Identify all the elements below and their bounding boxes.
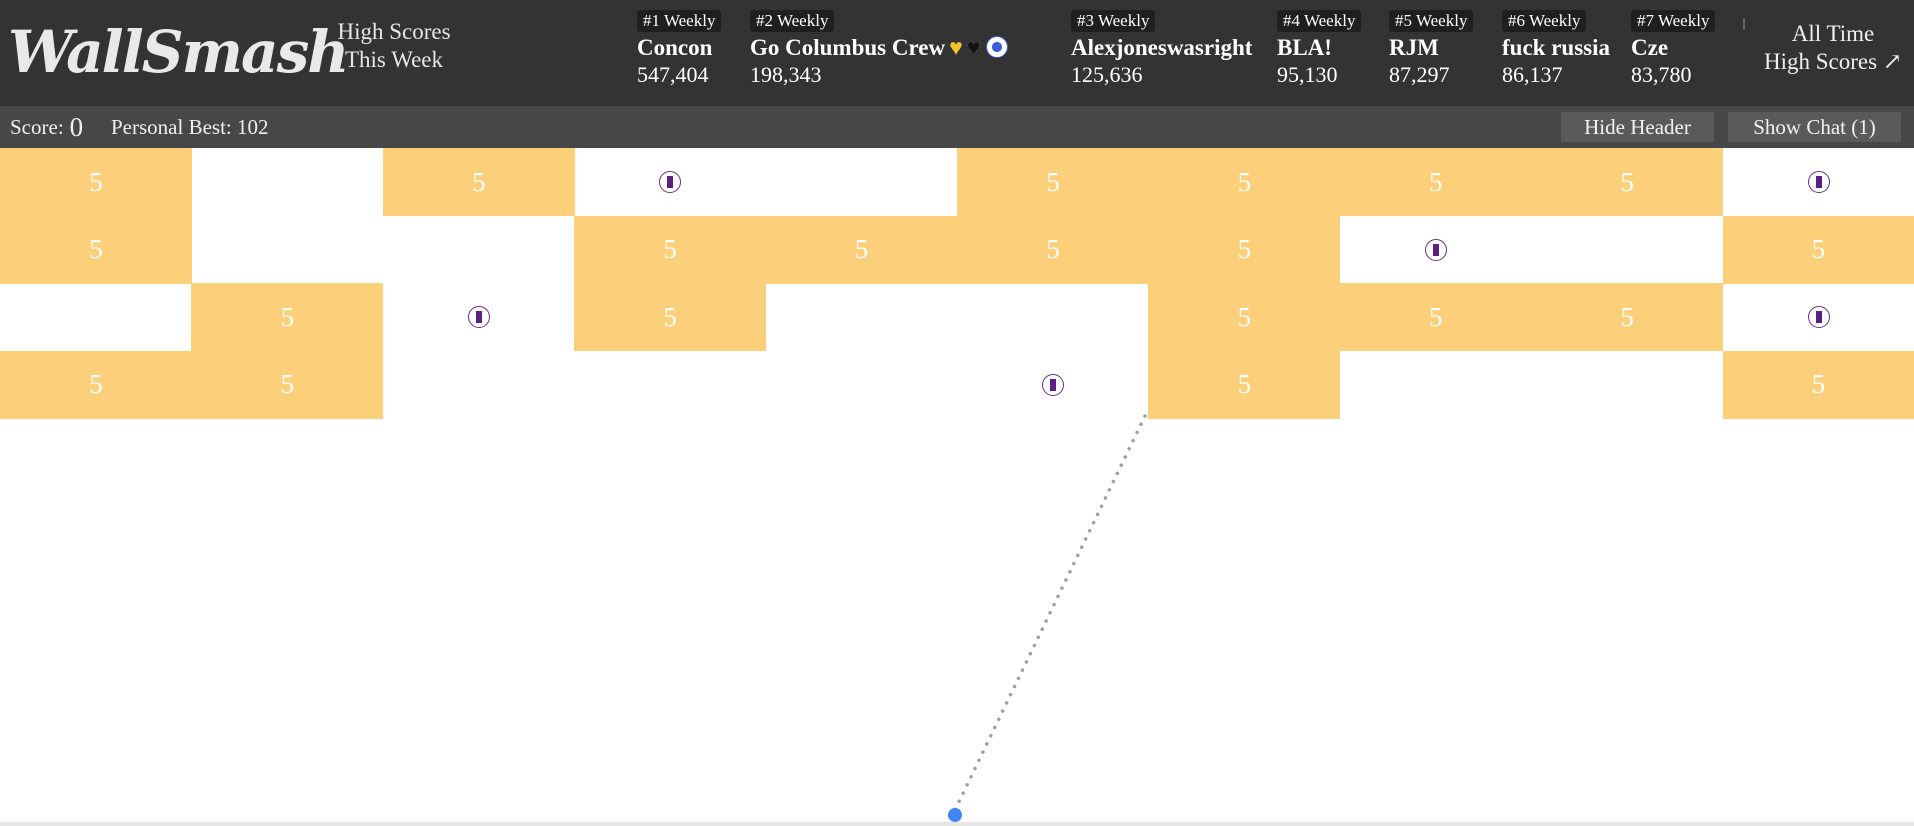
- show-chat-button[interactable]: Show Chat (1): [1728, 112, 1901, 142]
- powerup-icon: [1424, 238, 1447, 261]
- player-score: 95,130: [1277, 62, 1338, 87]
- all-time-high-scores-link[interactable]: All Time High Scores ↗: [1752, 20, 1914, 76]
- powerup-icon: [659, 171, 682, 193]
- player-name-row: Go Columbus Crew ♥ ♥: [750, 34, 1009, 62]
- player-score: 198,343: [750, 62, 822, 87]
- rank-badge: #4 Weekly: [1277, 10, 1362, 32]
- rank-badge: #2 Weekly: [750, 10, 835, 32]
- yellow-heart-icon: ♥: [949, 35, 963, 60]
- brick[interactable]: 5: [382, 148, 575, 216]
- weekly-entry-4[interactable]: #4 Weekly BLA! 95,130: [1277, 10, 1362, 88]
- current-score: Score: 0: [10, 112, 84, 142]
- weekly-entry-7[interactable]: #7 Weekly Cze 83,780: [1631, 10, 1716, 88]
- weekly-entry-3[interactable]: #3 Weekly Alexjoneswasright 125,636: [1071, 10, 1252, 88]
- player-name: BLA!: [1277, 35, 1332, 60]
- brick[interactable]: 5: [191, 283, 384, 351]
- powerup-cell: [1723, 148, 1914, 216]
- weekly-title-line2: This Week: [344, 47, 443, 72]
- rank-badge: #3 Weekly: [1071, 10, 1156, 32]
- top-header: WallSmash High Scores This Week #1 Weekl…: [0, 0, 1914, 106]
- powerup-cell: [1340, 216, 1532, 284]
- player-score: 547,404: [637, 62, 709, 87]
- brick[interactable]: 5: [1339, 148, 1532, 216]
- weekly-entry-6[interactable]: #6 Weekly fuck russia 86,137: [1502, 10, 1610, 88]
- player-score: 83,780: [1631, 62, 1692, 87]
- rank-badge: #5 Weekly: [1389, 10, 1474, 32]
- brick[interactable]: 5: [0, 350, 192, 419]
- header-divider: [1743, 18, 1745, 30]
- player-name: Cze: [1631, 35, 1669, 60]
- brick[interactable]: 5: [1722, 350, 1914, 419]
- player-name: RJM: [1389, 35, 1439, 60]
- brick[interactable]: 5: [1148, 148, 1341, 216]
- weekly-entry-5[interactable]: #5 Weekly RJM 87,297: [1389, 10, 1474, 88]
- powerup-icon: [1041, 373, 1064, 396]
- weekly-entry-1[interactable]: #1 Weekly Concon 547,404: [637, 10, 722, 88]
- black-heart-icon: ♥: [966, 35, 981, 60]
- wallsmash-logo[interactable]: WallSmash: [8, 18, 349, 86]
- brick[interactable]: 5: [574, 283, 767, 351]
- soccer-ball-icon: [986, 36, 1009, 58]
- player-score: 125,636: [1071, 62, 1143, 87]
- weekly-title-line1: High Scores: [337, 19, 451, 44]
- rank-badge: #1 Weekly: [637, 10, 722, 32]
- powerup-icon: [1807, 306, 1830, 328]
- player-score: 87,297: [1389, 62, 1450, 87]
- score-bar: Score: 0 Personal Best: 102 Hide Header S…: [0, 106, 1914, 148]
- score-label: Score:: [10, 115, 64, 139]
- powerup-cell: [957, 351, 1149, 419]
- aim-layer: [948, 414, 1147, 822]
- ball: [948, 808, 962, 822]
- powerup-icon: [1807, 171, 1830, 193]
- brick[interactable]: 5: [1339, 283, 1532, 351]
- brick[interactable]: 5: [1148, 350, 1341, 419]
- player-name: fuck russia: [1502, 35, 1610, 60]
- score-value: 0: [69, 112, 84, 142]
- player-name: Concon: [637, 35, 713, 60]
- brick[interactable]: 5: [1148, 283, 1341, 351]
- brick[interactable]: 5: [1531, 283, 1724, 351]
- brick[interactable]: 5: [0, 215, 192, 284]
- rank-badge: #6 Weekly: [1502, 10, 1587, 32]
- personal-best: Personal Best: 102: [111, 115, 269, 139]
- powerup-cell: [574, 148, 766, 216]
- powerup-icon: [467, 306, 490, 328]
- weekly-entry-2[interactable]: #2 Weekly Go Columbus Crew ♥ ♥ 198,343: [750, 10, 1009, 88]
- powerup-cell: [383, 283, 575, 351]
- powerup-cell: [1723, 283, 1914, 351]
- rank-badge: #7 Weekly: [1631, 10, 1716, 32]
- weekly-high-scores-title[interactable]: High Scores This Week: [304, 18, 484, 74]
- brick[interactable]: 5: [574, 215, 767, 284]
- player-name: Go Columbus Crew: [750, 35, 946, 60]
- brick[interactable]: 5: [957, 215, 1149, 284]
- floor-line: [0, 822, 1914, 826]
- player-score: 86,137: [1502, 62, 1563, 87]
- brick[interactable]: 5: [1722, 215, 1914, 284]
- brick[interactable]: 5: [957, 148, 1149, 216]
- brick[interactable]: 5: [1531, 148, 1724, 216]
- hide-header-button[interactable]: Hide Header: [1561, 112, 1714, 142]
- brick[interactable]: 5: [1148, 215, 1341, 284]
- brick[interactable]: 5: [191, 350, 384, 419]
- brick[interactable]: 5: [0, 148, 192, 216]
- aim-trajectory-line: [953, 414, 1147, 812]
- brick[interactable]: 5: [765, 215, 958, 284]
- alltime-line2: High Scores ↗: [1763, 49, 1903, 74]
- player-name: Alexjoneswasright: [1071, 35, 1253, 60]
- alltime-line1: All Time: [1791, 21, 1875, 46]
